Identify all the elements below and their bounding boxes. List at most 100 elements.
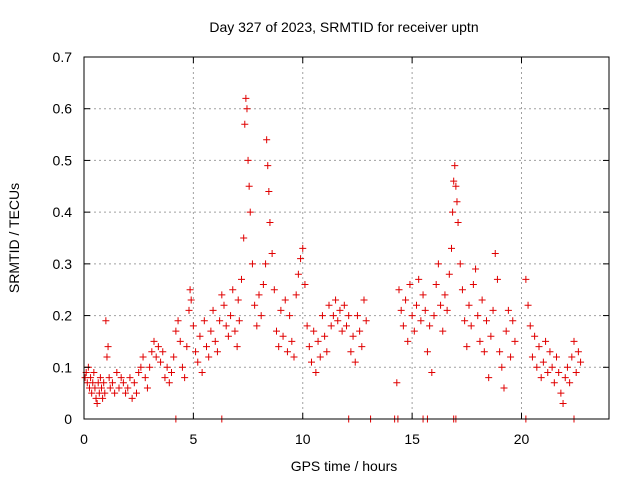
- data-point: [196, 332, 204, 340]
- data-point: [275, 343, 283, 351]
- data-point: [263, 136, 271, 144]
- data-point: [336, 306, 344, 314]
- data-point: [472, 265, 480, 273]
- data-point: [406, 281, 414, 289]
- data-point: [279, 332, 287, 340]
- data-point: [434, 260, 442, 268]
- data-point: [103, 353, 111, 361]
- data-point: [220, 301, 228, 309]
- data-point: [393, 379, 401, 387]
- data-point: [243, 105, 251, 113]
- data-point: [316, 353, 324, 361]
- data-point: [124, 384, 132, 392]
- data-point: [408, 312, 416, 320]
- data-point: [458, 286, 466, 294]
- data-point: [186, 286, 194, 294]
- data-point: [101, 389, 109, 397]
- data-point: [181, 374, 189, 382]
- data-point: [574, 348, 582, 356]
- data-point: [102, 317, 110, 325]
- data-point: [130, 379, 138, 387]
- data-point: [185, 306, 193, 314]
- data-point: [308, 358, 315, 366]
- y-tick-label: 0.7: [53, 49, 73, 65]
- data-point: [548, 363, 556, 371]
- data-point: [91, 384, 99, 392]
- data-point: [542, 337, 550, 345]
- data-point: [449, 208, 457, 216]
- data-point: [126, 374, 134, 382]
- data-point: [577, 358, 585, 366]
- data-point: [163, 363, 171, 371]
- data-point: [106, 384, 114, 392]
- data-point: [213, 348, 221, 356]
- data-point: [218, 291, 226, 299]
- data-point: [266, 218, 274, 226]
- data-point: [397, 306, 405, 314]
- data-point: [358, 343, 366, 351]
- data-point: [301, 281, 309, 289]
- data-point: [92, 394, 100, 402]
- data-point: [496, 348, 504, 356]
- data-point: [159, 348, 167, 356]
- data-point: [133, 389, 140, 397]
- data-point: [229, 286, 237, 294]
- data-point: [265, 187, 273, 195]
- data-point: [141, 374, 149, 382]
- data-point: [572, 368, 580, 376]
- data-point: [437, 301, 445, 309]
- data-point: [100, 379, 108, 387]
- data-point: [423, 348, 431, 356]
- x-tick-label: 5: [189, 431, 197, 447]
- data-point: [491, 250, 499, 258]
- data-points: [81, 94, 585, 423]
- data-point: [340, 301, 348, 309]
- data-point: [187, 296, 195, 304]
- data-point: [465, 301, 473, 309]
- data-point: [294, 270, 302, 278]
- x-tick-label: 10: [295, 431, 311, 447]
- data-point: [303, 322, 311, 330]
- data-point: [241, 120, 249, 128]
- data-point: [528, 353, 536, 361]
- data-point: [454, 218, 462, 226]
- data-point: [456, 260, 464, 268]
- data-point: [511, 337, 519, 345]
- data-point: [168, 368, 175, 376]
- data-point: [240, 234, 248, 242]
- data-point: [559, 399, 567, 407]
- data-point: [98, 384, 105, 392]
- data-point: [246, 208, 254, 216]
- data-point: [200, 317, 208, 325]
- data-point: [487, 332, 495, 340]
- data-point: [522, 275, 530, 283]
- data-point: [421, 306, 429, 314]
- y-tick-label: 0.1: [53, 359, 73, 375]
- data-point: [561, 374, 569, 382]
- data-point: [281, 296, 289, 304]
- data-point: [323, 348, 331, 356]
- data-point: [119, 379, 127, 387]
- x-axis-label: GPS time / hours: [291, 458, 398, 474]
- data-point: [146, 363, 154, 371]
- data-point: [557, 389, 565, 397]
- data-point: [205, 353, 213, 361]
- data-point: [445, 270, 453, 278]
- data-point: [489, 306, 497, 314]
- data-point: [430, 312, 438, 320]
- data-point: [273, 327, 280, 335]
- data-point: [469, 281, 477, 289]
- data-point: [137, 363, 145, 371]
- data-point: [443, 306, 451, 314]
- data-point: [178, 363, 186, 371]
- data-point: [245, 182, 253, 190]
- data-point: [224, 332, 232, 340]
- data-point: [88, 389, 96, 397]
- data-point: [360, 296, 368, 304]
- data-point: [290, 353, 298, 361]
- data-point: [419, 291, 427, 299]
- data-point: [349, 332, 357, 340]
- data-point: [417, 317, 425, 325]
- data-point: [321, 332, 329, 340]
